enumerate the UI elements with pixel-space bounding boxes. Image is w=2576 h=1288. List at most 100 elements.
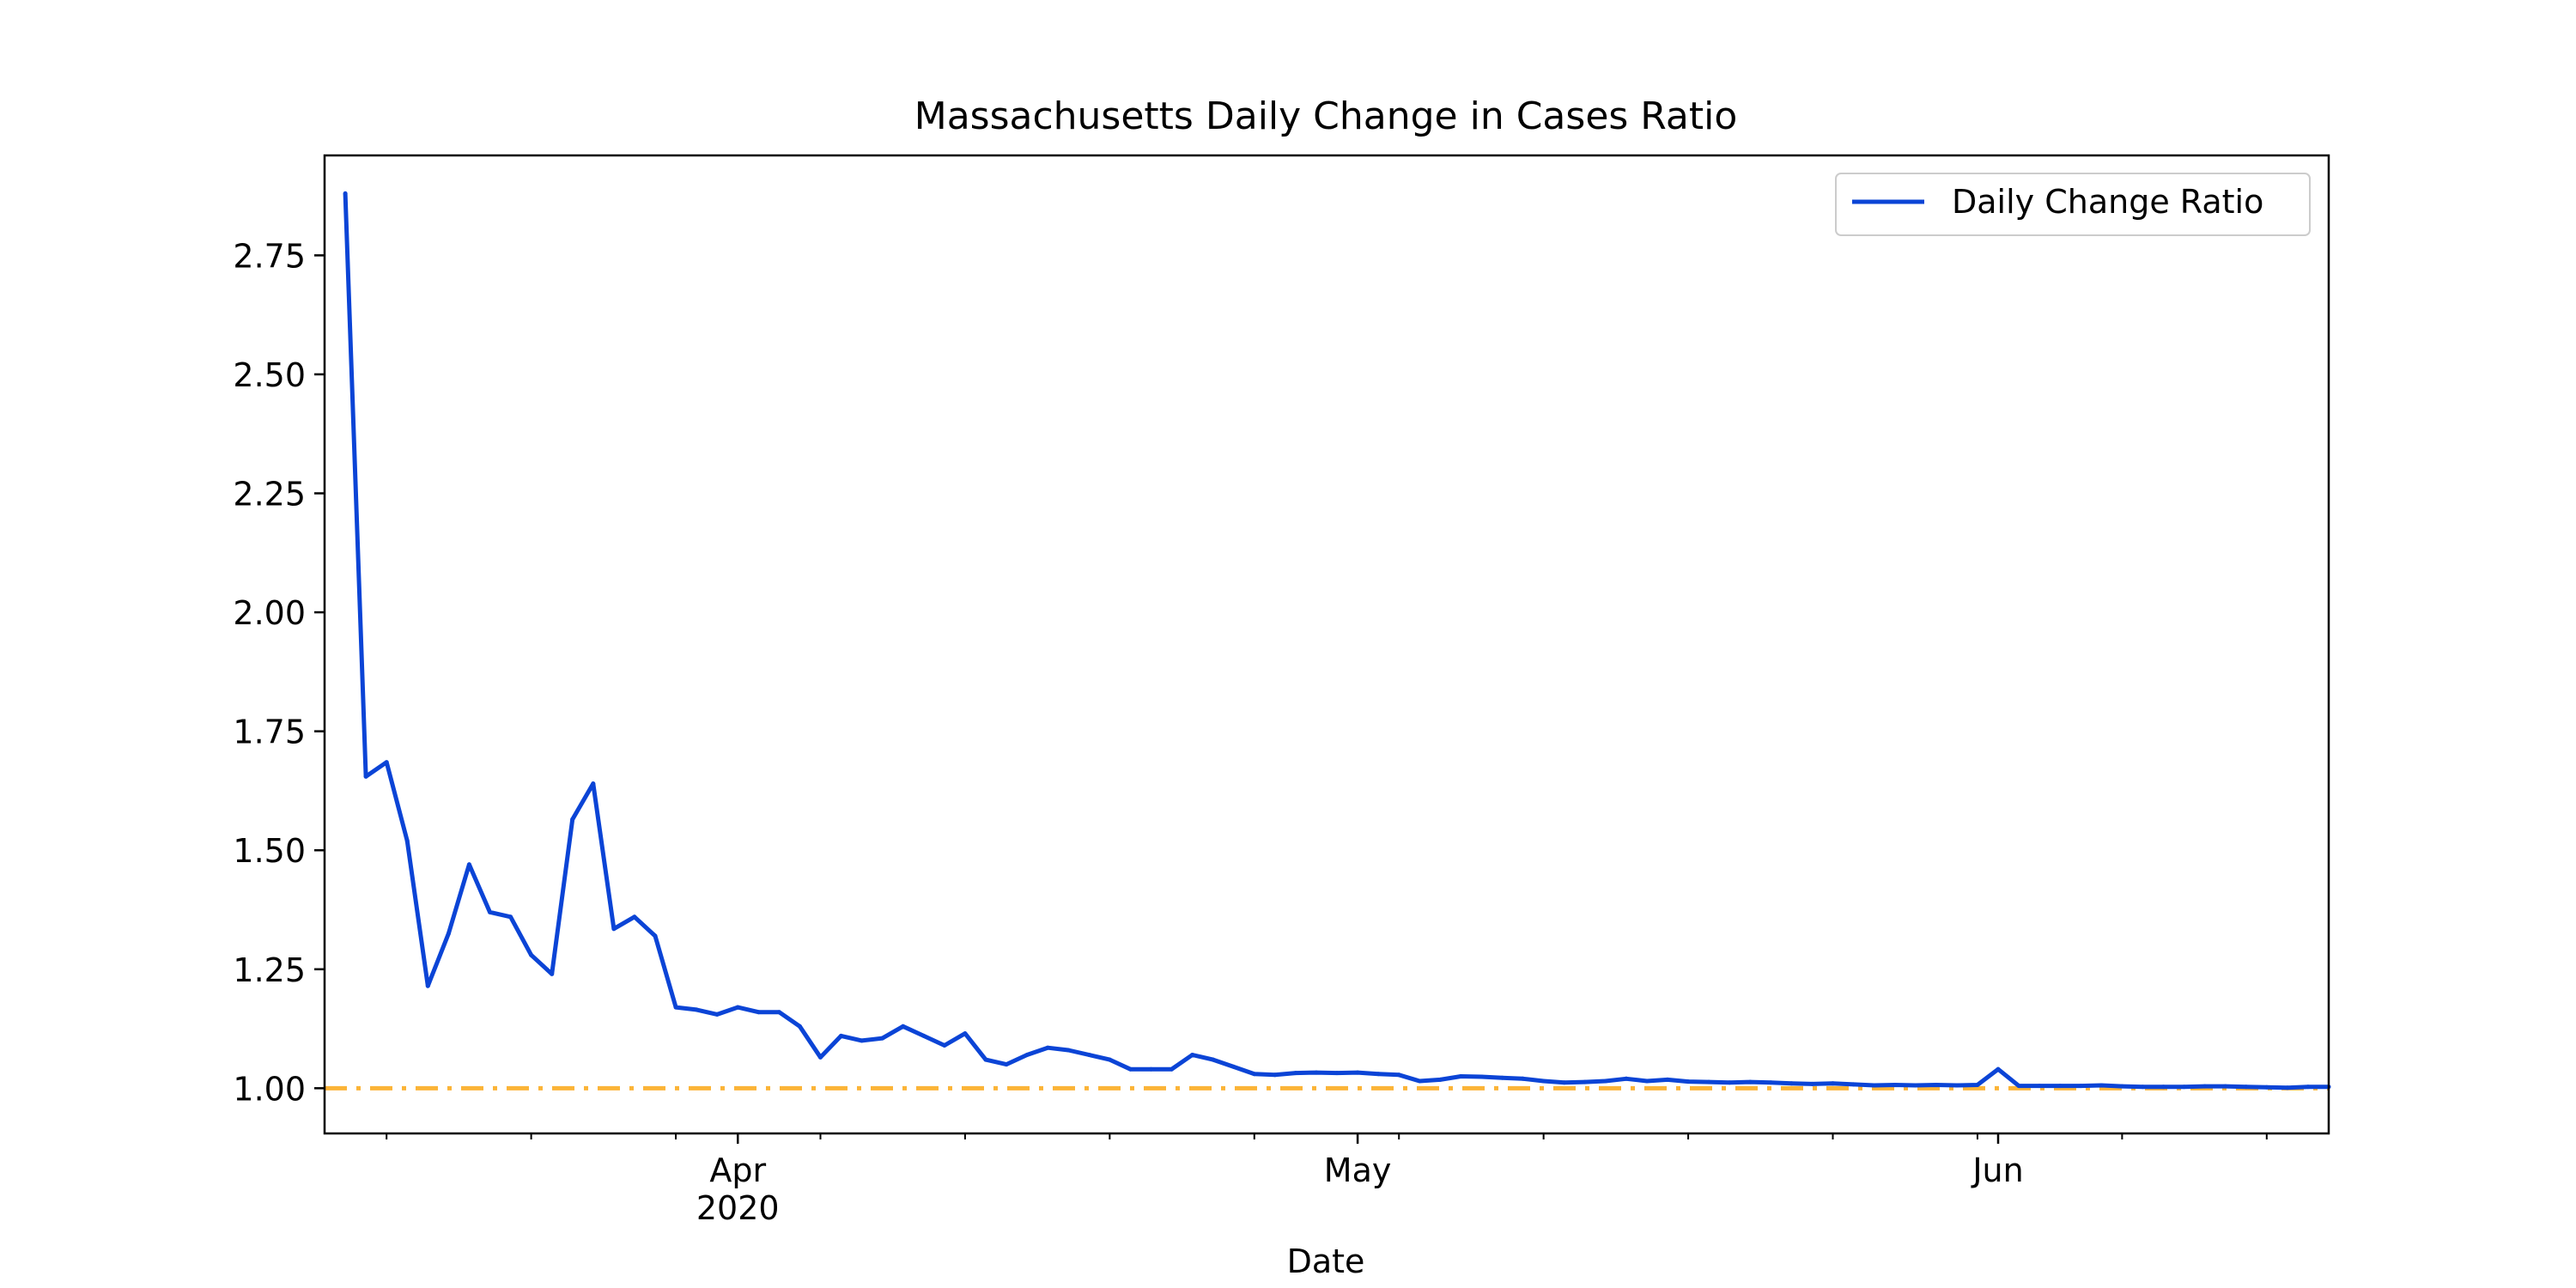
x-tick-label: Jun (1971, 1151, 2023, 1189)
data-point (1747, 1079, 1753, 1084)
data-point (901, 1024, 906, 1029)
data-point (1624, 1076, 1629, 1081)
data-point (694, 1007, 699, 1012)
data-point (2223, 1084, 2228, 1089)
data-point (1045, 1045, 1050, 1050)
data-point (860, 1038, 865, 1043)
data-point (983, 1057, 988, 1062)
data-point (508, 914, 513, 920)
data-point (673, 1005, 678, 1010)
data-point (2057, 1084, 2063, 1089)
data-point (1376, 1072, 1381, 1077)
data-point (529, 952, 534, 957)
data-point (1851, 1082, 1856, 1087)
data-point (1149, 1066, 1153, 1072)
data-point (1231, 1064, 1236, 1069)
data-point (756, 1010, 761, 1015)
data-point (1810, 1081, 1814, 1086)
data-point (1024, 1053, 1030, 1057)
data-point (1686, 1079, 1691, 1084)
data-point (1458, 1074, 1463, 1078)
data-point (1500, 1075, 1504, 1080)
data-point (1086, 1053, 1091, 1057)
plot-frame (323, 154, 2330, 1135)
data-point (1893, 1083, 1898, 1087)
data-point (1727, 1080, 1732, 1085)
x-axis-label: Date (1287, 1242, 1365, 1280)
data-point (2037, 1084, 2042, 1089)
data-point (1127, 1066, 1133, 1072)
data-point (839, 1033, 843, 1038)
data-point (611, 927, 617, 932)
data-point (818, 1054, 823, 1060)
legend-label-daily-change-ratio: Daily Change Ratio (1952, 183, 2263, 221)
data-point (1831, 1081, 1835, 1086)
data-point (446, 931, 451, 936)
data-point (1190, 1053, 1195, 1057)
data-point (2161, 1084, 2166, 1090)
data-point (425, 983, 430, 988)
data-point (550, 971, 555, 976)
legend-box (1835, 173, 2311, 236)
data-point (2099, 1083, 2104, 1088)
plot-area (325, 191, 2331, 1091)
data-point (343, 191, 348, 196)
data-point (1066, 1048, 1071, 1053)
data-point (797, 1024, 802, 1029)
y-tick-label: 2.50 (233, 356, 306, 394)
data-point (1872, 1083, 1877, 1088)
x-tick-label: Apr (709, 1151, 766, 1189)
data-point (1996, 1066, 2001, 1072)
data-point (1334, 1071, 1340, 1076)
data-point (1521, 1076, 1526, 1081)
data-point (1293, 1071, 1298, 1076)
legend: Daily Change Ratio (1835, 173, 2311, 236)
data-point (632, 914, 637, 920)
data-point (2202, 1084, 2208, 1089)
data-point (1107, 1057, 1112, 1062)
data-point (1975, 1083, 1980, 1087)
data-point (1437, 1077, 1443, 1082)
x-tick-label: May (1324, 1151, 1392, 1189)
data-point (488, 909, 492, 914)
y-tick-label: 1.50 (233, 832, 306, 870)
data-point (1789, 1081, 1794, 1086)
data-point (466, 862, 471, 867)
data-point (942, 1043, 947, 1048)
data-point (1913, 1083, 1918, 1088)
data-point (1603, 1078, 1608, 1084)
data-point (2244, 1084, 2249, 1090)
data-point (1417, 1078, 1422, 1084)
data-point (921, 1033, 927, 1038)
data-point (776, 1010, 781, 1015)
data-point (1934, 1083, 1939, 1087)
data-point (1314, 1070, 1319, 1075)
data-point (1355, 1070, 1360, 1075)
data-point (2285, 1085, 2290, 1091)
data-point (2306, 1084, 2311, 1090)
data-point (1252, 1072, 1257, 1077)
data-point (1706, 1079, 1711, 1084)
data-point (591, 781, 596, 787)
data-point (735, 1005, 740, 1010)
chart-title: Massachusetts Daily Change in Cases Rati… (914, 94, 1738, 138)
data-point (1211, 1057, 1216, 1062)
data-point (2016, 1084, 2021, 1089)
data-point (2078, 1084, 2083, 1089)
data-point (570, 817, 575, 822)
y-tick-label: 1.25 (233, 951, 306, 989)
x-tick-year-label: 2020 (696, 1189, 780, 1227)
data-point (384, 760, 389, 765)
y-tick-label: 2.75 (233, 237, 306, 275)
y-tick-label: 2.25 (233, 476, 306, 513)
data-point (1562, 1080, 1567, 1085)
data-point (1954, 1083, 1959, 1088)
data-point (1004, 1062, 1009, 1067)
y-tick-label: 1.00 (233, 1070, 306, 1108)
data-point (653, 933, 658, 939)
data-point (880, 1036, 885, 1041)
data-point (1768, 1080, 1773, 1085)
data-point (1541, 1078, 1546, 1084)
